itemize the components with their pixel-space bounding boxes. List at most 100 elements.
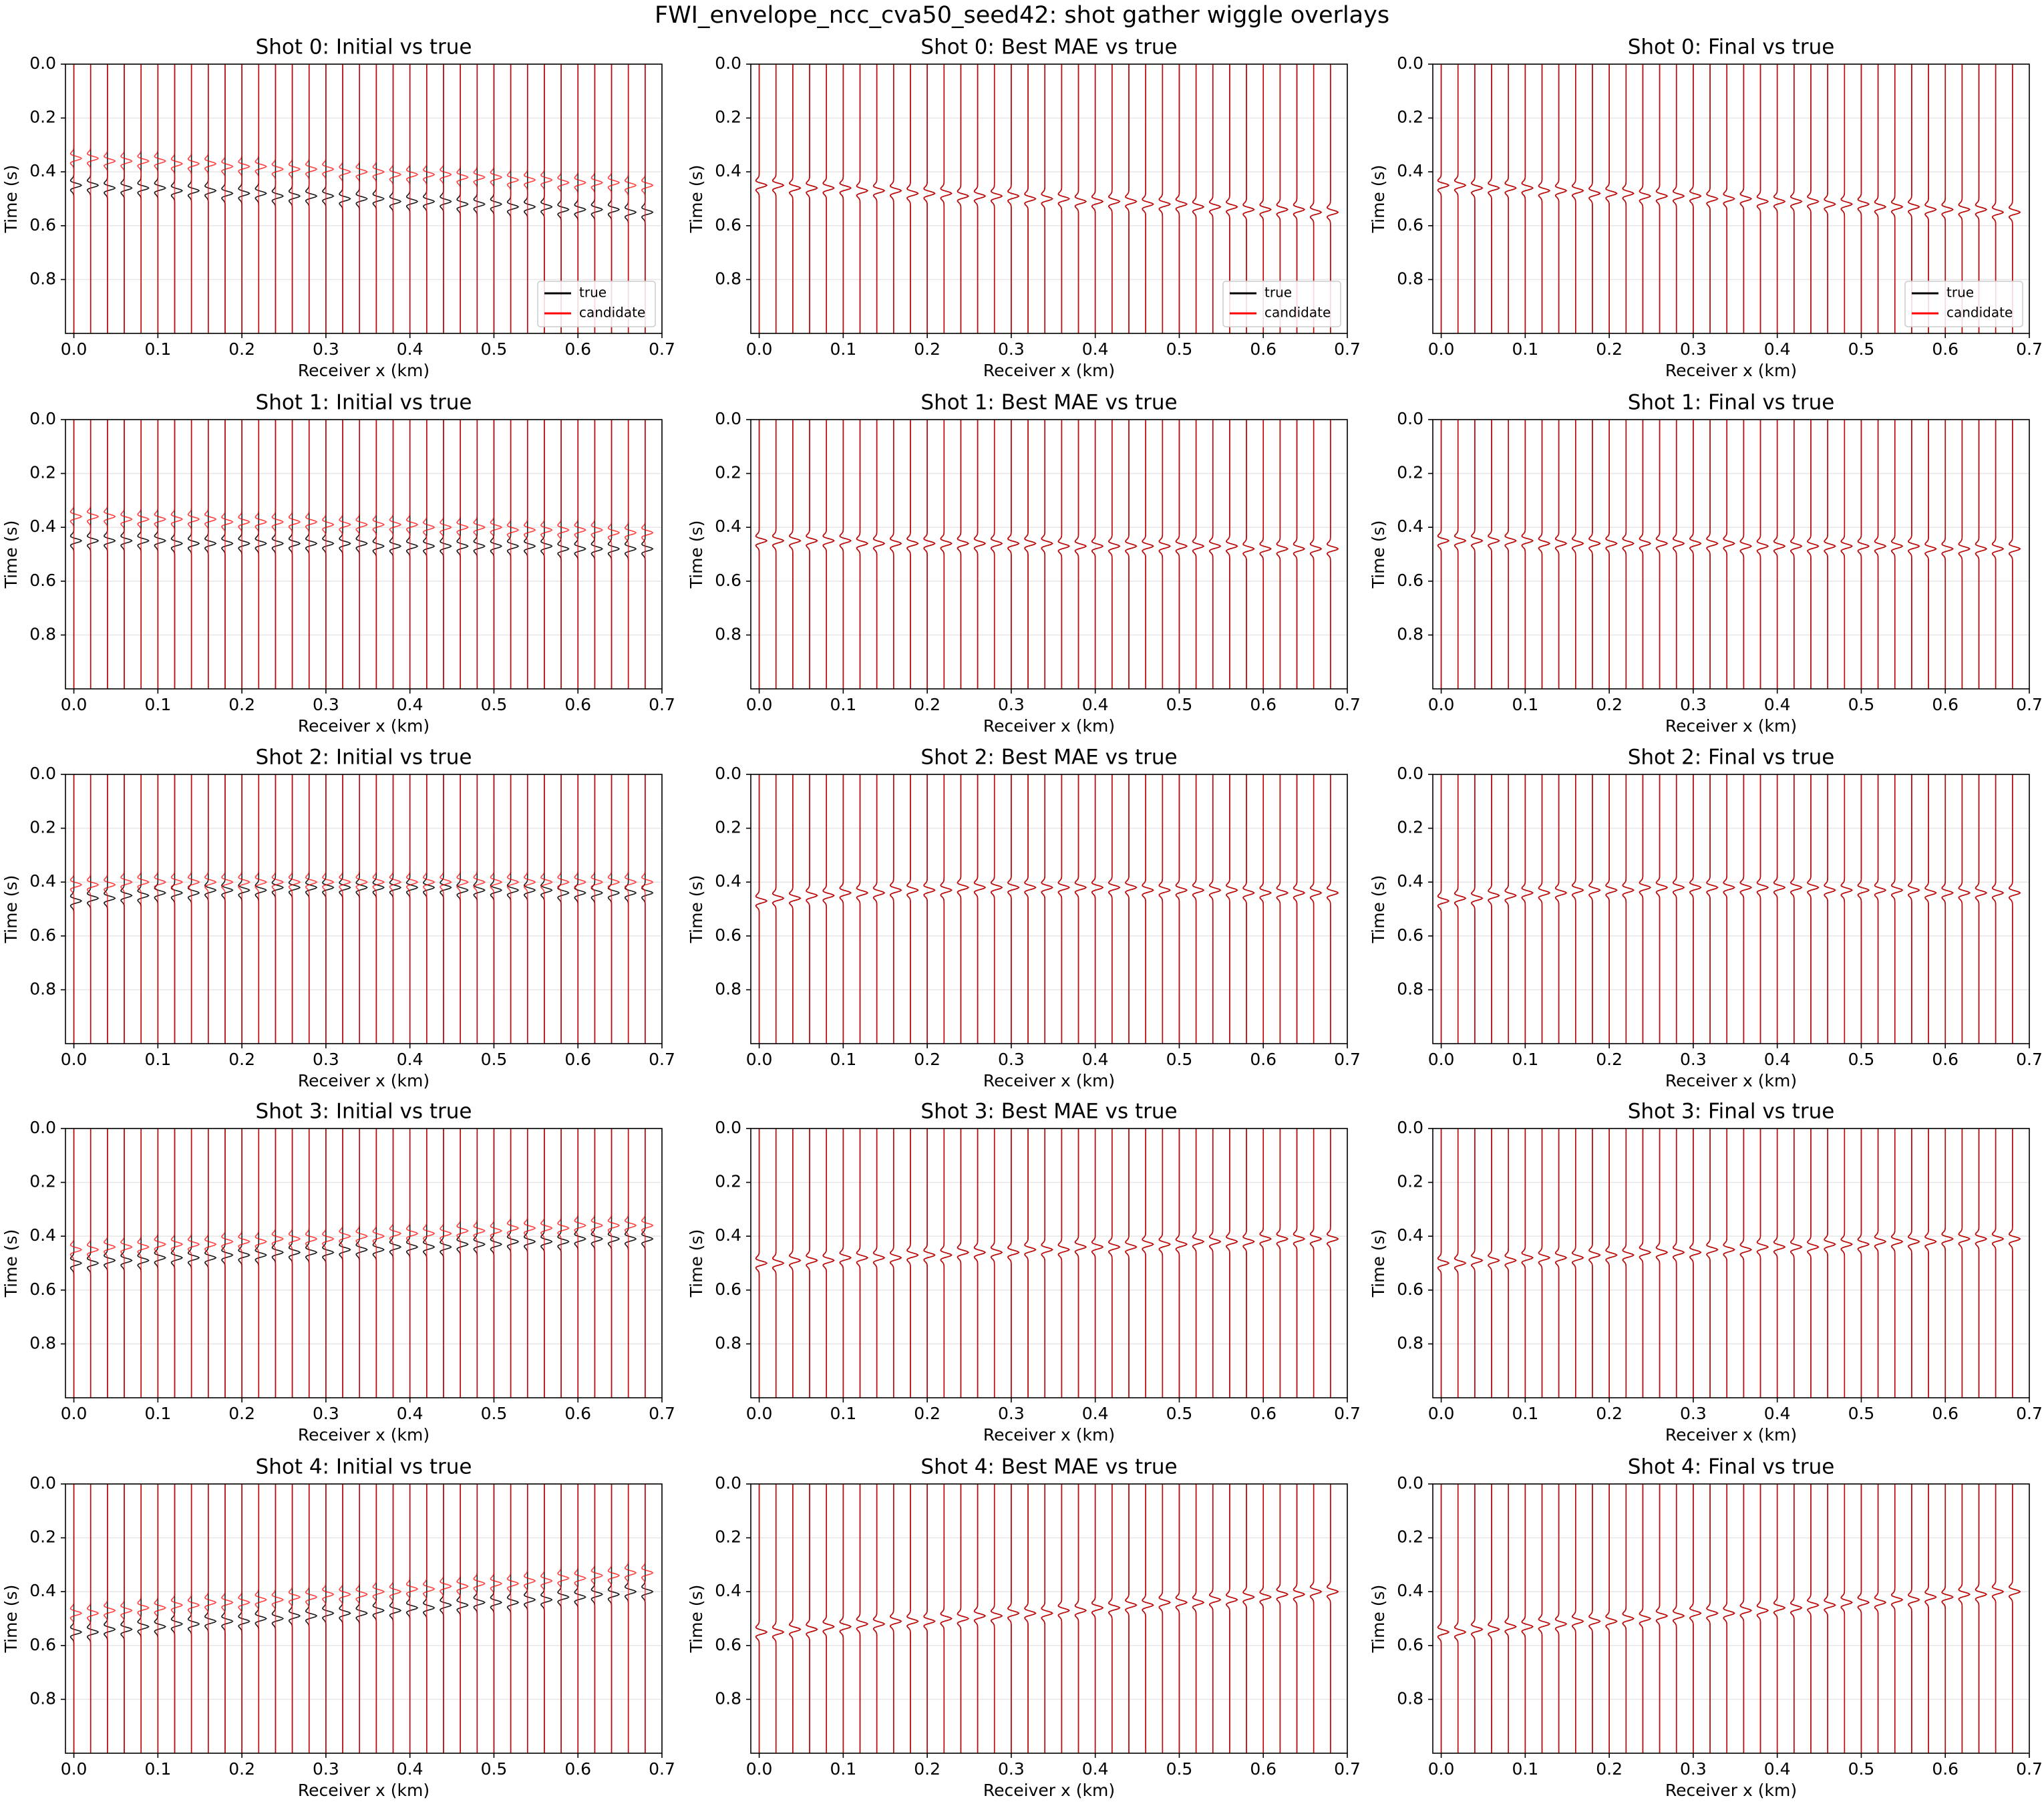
trace-candidate [1041, 1484, 1053, 1753]
x-tick-label: 0.2 [914, 1759, 941, 1779]
x-tick-label: 0.4 [397, 695, 423, 714]
y-tick-label: 0.6 [29, 215, 56, 235]
trace-candidate [1471, 1484, 1484, 1753]
x-tick-label: 0.4 [1764, 1404, 1791, 1423]
trace-candidate [1890, 1484, 1904, 1753]
trace-candidate [523, 64, 536, 333]
trace-candidate [1857, 420, 1870, 689]
y-tick-label: 0.0 [1397, 764, 1423, 783]
y-tick-label: 0.0 [29, 409, 56, 428]
x-tick-label: 0.4 [397, 1050, 423, 1069]
axes-frame [750, 419, 1348, 690]
trace-candidate [254, 420, 267, 689]
x-tick-label: 0.2 [228, 695, 255, 714]
trace-candidate [1807, 774, 1820, 1044]
traces [69, 420, 654, 689]
trace-candidate [154, 1129, 166, 1398]
trace-candidate [322, 64, 335, 333]
trace-candidate [305, 1129, 318, 1398]
trace-candidate [923, 774, 936, 1044]
trace-candidate [607, 420, 621, 689]
trace-candidate [1142, 774, 1154, 1044]
trace-candidate [1437, 420, 1450, 689]
trace-candidate [1454, 1129, 1467, 1398]
trace-candidate [789, 1129, 802, 1398]
trace-candidate [1538, 64, 1551, 333]
trace-candidate [69, 774, 83, 1044]
trace-candidate [1192, 1129, 1205, 1398]
x-tick-label: 0.0 [1428, 1404, 1455, 1423]
y-tick-label: 0.8 [29, 269, 56, 288]
panel-title: Shot 4: Final vs true [1628, 1455, 1835, 1479]
x-tick-label: 0.6 [1932, 695, 1958, 714]
panel-title: Shot 0: Final vs true [1628, 35, 1835, 59]
x-tick-label: 0.5 [1166, 1050, 1193, 1069]
trace-candidate [254, 1484, 267, 1753]
trace-candidate [154, 1484, 166, 1753]
trace-candidate [86, 774, 100, 1044]
y-tick-label: 0.8 [1397, 1688, 1423, 1708]
y-tick-label: 0.0 [1397, 1473, 1423, 1493]
trace-candidate [339, 1129, 351, 1398]
x-tick-label: 0.7 [1334, 339, 1361, 359]
x-tick-label: 0.7 [1334, 695, 1361, 714]
x-tick-label: 0.7 [649, 1404, 675, 1423]
trace-candidate [1807, 1484, 1820, 1753]
trace-candidate [456, 420, 469, 689]
trace-candidate [271, 420, 285, 689]
axes-frame [750, 1128, 1348, 1398]
trace-candidate [490, 774, 503, 1044]
trace-candidate [1259, 420, 1272, 689]
trace-candidate [1309, 1129, 1323, 1398]
trace-candidate [305, 420, 318, 689]
trace-candidate [990, 1484, 1003, 1753]
y-axis-label: Time (s) [1369, 520, 1388, 589]
trace-candidate [1639, 1484, 1652, 1753]
trace-candidate [1521, 420, 1534, 689]
y-tick-label: 0.2 [715, 463, 741, 482]
trace-candidate [957, 1129, 970, 1398]
trace-candidate [1007, 64, 1020, 333]
trace-candidate [86, 1484, 100, 1753]
trace-candidate [557, 774, 570, 1044]
trace-candidate [1521, 1484, 1534, 1753]
trace-candidate [137, 1129, 150, 1398]
trace-candidate [1571, 1484, 1584, 1753]
y-tick-label: 0.8 [715, 1333, 741, 1352]
trace-candidate [957, 1484, 970, 1753]
legend-label: true [579, 285, 607, 301]
trace-candidate [1454, 774, 1467, 1044]
trace-candidate [339, 420, 351, 689]
y-tick-label: 0.2 [29, 108, 56, 127]
panel-title: Shot 4: Best MAE vs true [920, 1455, 1177, 1479]
trace-candidate [1790, 420, 1803, 689]
trace-candidate [288, 774, 301, 1044]
trace-candidate [137, 420, 150, 689]
trace-candidate [806, 420, 818, 689]
trace-candidate [822, 64, 835, 333]
trace-candidate [1874, 64, 1887, 333]
trace-candidate [540, 1484, 553, 1753]
trace-candidate [1975, 774, 1988, 1044]
trace-candidate [1941, 774, 1954, 1044]
trace-candidate [839, 420, 852, 689]
trace-candidate [440, 1129, 452, 1398]
y-tick-label: 0.8 [1397, 624, 1423, 643]
trace-candidate [1991, 1129, 2005, 1398]
y-axis-label: Time (s) [1369, 1585, 1388, 1654]
x-tick-label: 0.5 [481, 1759, 508, 1779]
trace-candidate [69, 1484, 83, 1753]
trace-candidate [322, 774, 335, 1044]
trace-candidate [1142, 1484, 1154, 1753]
trace-candidate [839, 774, 852, 1044]
x-tick-label: 0.4 [1082, 1050, 1109, 1069]
trace-candidate [1890, 774, 1904, 1044]
y-tick-label: 0.0 [29, 53, 56, 73]
trace-candidate [1588, 420, 1601, 689]
trace-candidate [1276, 420, 1289, 689]
trace-candidate [806, 1129, 818, 1398]
trace-candidate [221, 1129, 234, 1398]
trace-candidate [1074, 64, 1087, 333]
trace-candidate [1074, 774, 1087, 1044]
